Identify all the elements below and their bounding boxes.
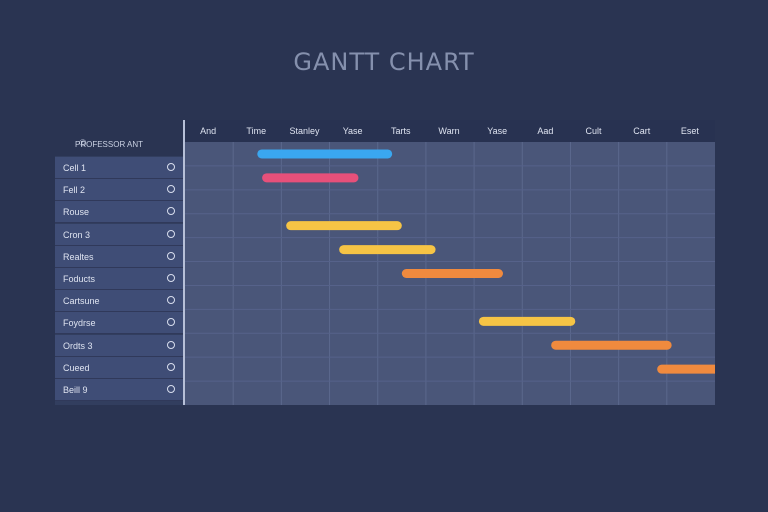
task-label: Cueed bbox=[63, 362, 90, 373]
timeline-tick: Tarts bbox=[391, 126, 411, 136]
task-label: Cell 1 bbox=[63, 163, 87, 173]
radio-icon[interactable] bbox=[167, 207, 175, 216]
task-label: Ordts 3 bbox=[63, 340, 93, 351]
gantt-bar[interactable] bbox=[478, 316, 576, 326]
timeline-tick: And bbox=[200, 126, 217, 136]
task-row[interactable]: Rouse bbox=[55, 201, 183, 224]
radio-icon[interactable] bbox=[167, 274, 175, 282]
task-row[interactable]: Ordts 3 bbox=[55, 334, 183, 357]
phone-icon: ✆ bbox=[79, 138, 87, 148]
timeline-tick: Cart bbox=[633, 126, 651, 136]
gantt-svg bbox=[185, 142, 715, 405]
radio-icon[interactable] bbox=[167, 318, 175, 327]
task-label: Foydrse bbox=[63, 318, 96, 329]
timeline-header: And Time Stanley Yase Tarts Warn Yase Aad Cult Ca… bbox=[184, 120, 715, 142]
gantt-bar[interactable] bbox=[262, 173, 359, 183]
task-row[interactable]: Cell 1 bbox=[55, 157, 183, 179]
chart-title: GANTT CHART bbox=[293, 48, 475, 76]
task-row[interactable]: Realtes bbox=[55, 245, 183, 268]
radio-icon[interactable] bbox=[167, 340, 175, 349]
task-row[interactable]: Beill 9 bbox=[55, 379, 183, 401]
timeline-tick: Stanley bbox=[289, 126, 320, 136]
gantt-bar[interactable] bbox=[286, 221, 402, 231]
task-label: Realtes bbox=[63, 251, 94, 262]
radio-icon[interactable] bbox=[167, 296, 175, 305]
task-row[interactable]: Cartsune bbox=[55, 290, 183, 313]
timeline-tick: Warn bbox=[438, 126, 460, 136]
gantt-bar[interactable] bbox=[551, 340, 672, 350]
timeline-tick: Cult bbox=[585, 126, 602, 136]
task-row[interactable]: Cron 3 bbox=[55, 223, 183, 246]
task-row[interactable]: Foydrse bbox=[55, 312, 183, 335]
task-label: Rouse bbox=[63, 207, 90, 218]
task-label: Cartsune bbox=[63, 296, 100, 307]
task-label: Fell 2 bbox=[63, 185, 86, 196]
gantt-bar[interactable] bbox=[657, 364, 715, 374]
timeline-tick: Eset bbox=[680, 126, 699, 136]
task-row[interactable]: Foducts bbox=[55, 268, 183, 290]
task-row[interactable]: Fell 2 bbox=[55, 179, 183, 202]
timeline-tick: Yase bbox=[487, 126, 508, 136]
left-column-title: PROFESSOR ANT bbox=[75, 140, 144, 149]
radio-icon[interactable] bbox=[167, 362, 175, 371]
task-row[interactable]: Cueed bbox=[55, 356, 183, 379]
gantt-bar[interactable] bbox=[257, 149, 393, 159]
timeline-tick: Aad bbox=[537, 126, 554, 136]
task-label: Beill 9 bbox=[63, 385, 88, 395]
gantt-grid bbox=[185, 142, 715, 405]
left-column-header: ✆ PROFESSOR ANT bbox=[55, 120, 183, 156]
radio-icon[interactable] bbox=[167, 163, 175, 171]
gantt-bar[interactable] bbox=[339, 245, 436, 255]
radio-icon[interactable] bbox=[167, 229, 175, 238]
column-divider bbox=[183, 120, 185, 405]
task-label: Foducts bbox=[63, 274, 96, 284]
gantt-bar[interactable] bbox=[401, 269, 503, 278]
gantt-chart: ✆ PROFESSOR ANT And Time Stanley Yase Tarts W… bbox=[55, 120, 715, 405]
timeline-tick: Yase bbox=[342, 126, 363, 136]
radio-icon[interactable] bbox=[167, 251, 175, 260]
radio-icon[interactable] bbox=[167, 185, 175, 194]
timeline-tick: Time bbox=[246, 126, 267, 136]
radio-icon[interactable] bbox=[167, 385, 175, 393]
task-label: Cron 3 bbox=[63, 229, 91, 240]
